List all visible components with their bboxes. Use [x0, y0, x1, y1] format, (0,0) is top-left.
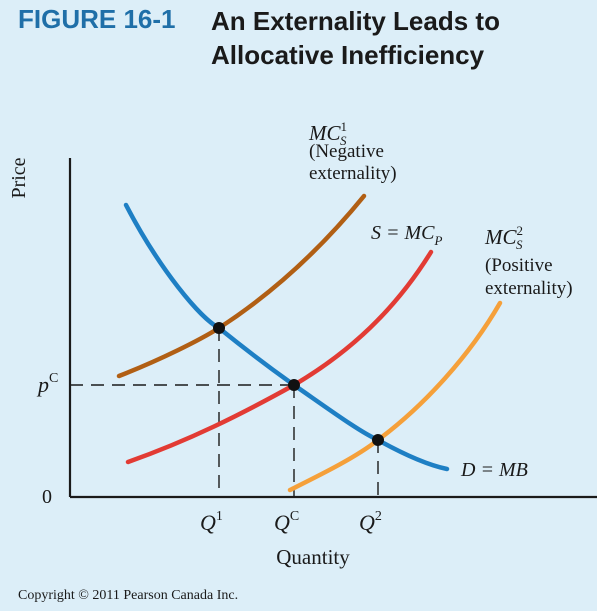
- mcs1-note-2: externality): [309, 163, 397, 184]
- point-qc: [288, 379, 300, 391]
- qc-tick-sup: C: [290, 509, 299, 524]
- figure-title: An Externality Leads to Allocative Ineff…: [211, 4, 591, 72]
- mcp-sub: P: [434, 233, 443, 248]
- figure-label: FIGURE 16-1: [18, 4, 176, 34]
- qc-tick-label: QC: [274, 509, 299, 535]
- mcs1-sub: S: [340, 133, 347, 148]
- origin-label: 0: [42, 486, 52, 508]
- pc-tick-label: pC: [36, 371, 58, 397]
- mcs2-sub: S: [516, 237, 523, 252]
- demand-label: D = MB: [460, 459, 528, 481]
- mcs2-note-1: (Positive: [485, 255, 553, 276]
- copyright-notice: Copyright © 2011 Pearson Canada Inc.: [18, 588, 239, 603]
- mcs2-note-2: externality): [485, 278, 573, 299]
- q1-tick-label: Q1: [200, 509, 223, 535]
- mcs2-label: MC2 S (Positive externality): [484, 223, 573, 299]
- mcs1-sup: 1: [341, 119, 348, 134]
- mcs1-label: MC1 S (Negative externality): [308, 119, 397, 184]
- q1-tick-sup: 1: [216, 509, 223, 524]
- mcs2-curve: [287, 300, 503, 493]
- pc-tick-sup: C: [49, 371, 58, 386]
- figure-title-line-2: Allocative Inefficiency: [211, 40, 485, 70]
- mcs2-sup: 2: [517, 223, 524, 238]
- q2-tick-label: Q2: [359, 509, 382, 535]
- point-q1: [213, 322, 225, 334]
- q2-tick-sup: 2: [375, 509, 382, 524]
- figure-title-line-1: An Externality Leads to: [211, 6, 500, 36]
- demand-curve: [123, 202, 450, 472]
- point-q2: [372, 434, 384, 446]
- x-axis-label: Quantity: [276, 545, 350, 569]
- mcs1-curve: [116, 193, 367, 379]
- mcs1-note-1: (Negative: [309, 141, 384, 162]
- guide-lines: [70, 328, 379, 497]
- y-axis-label: Price: [8, 157, 30, 198]
- mcp-label: S = MCP: [371, 222, 443, 248]
